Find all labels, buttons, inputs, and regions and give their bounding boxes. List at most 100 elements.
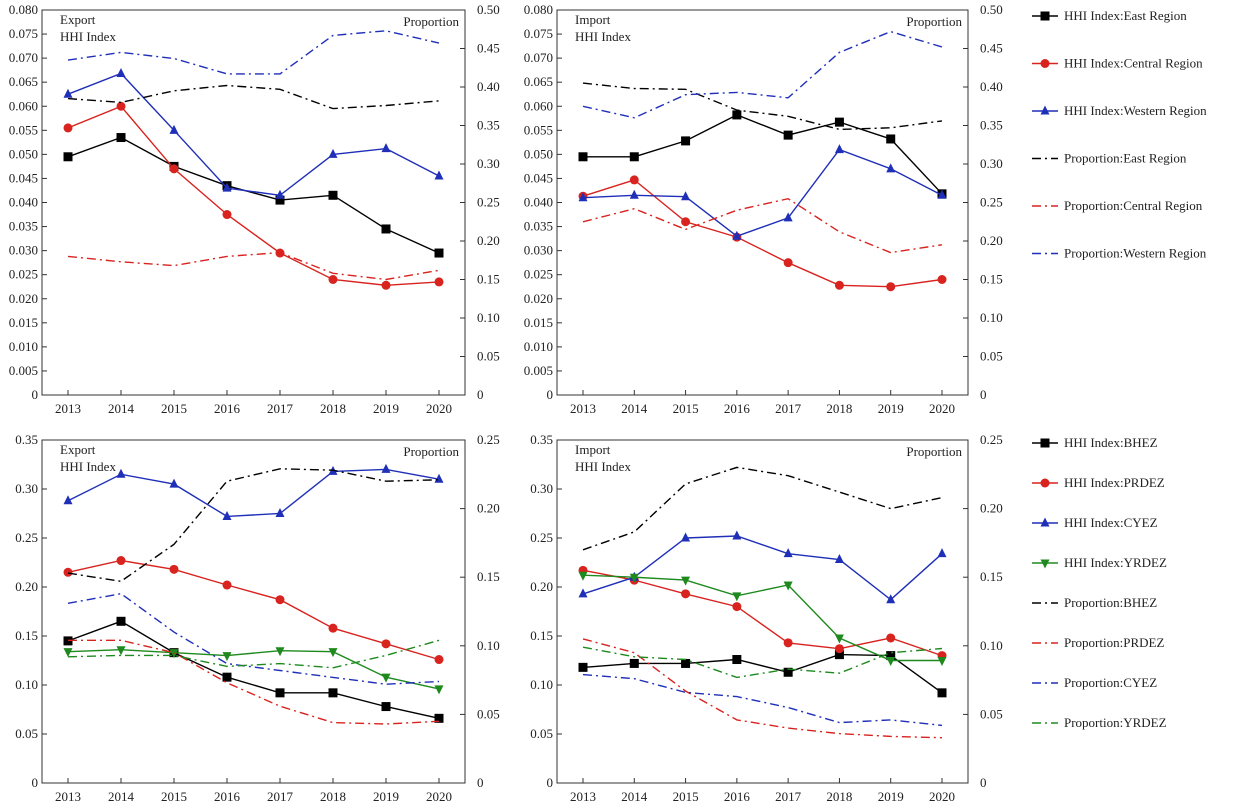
y-left-tick-label: 0.080 (524, 2, 553, 17)
x-tick-label: 2020 (426, 401, 452, 416)
y-left-tick-label: 0.030 (524, 243, 553, 258)
series-line (67, 620, 440, 719)
legend-marker (1040, 478, 1050, 488)
left-axis-title-line1: Import (575, 12, 611, 27)
data-point (732, 110, 742, 120)
legend-label: HHI Index:Western Region (1064, 103, 1207, 118)
data-point (169, 478, 179, 488)
y-right-tick-label: 0.35 (477, 118, 500, 133)
x-tick-label: 2016 (214, 789, 241, 804)
data-point (834, 117, 844, 127)
legend-marker (1040, 438, 1050, 448)
y-left-tick-label: 0.040 (9, 195, 38, 210)
data-point (63, 495, 73, 505)
y-left-tick-label: 0 (547, 387, 554, 402)
series-line (67, 648, 440, 690)
y-left-tick-label: 0.015 (9, 315, 38, 330)
series-line (67, 468, 440, 583)
data-point (434, 170, 444, 180)
y-left-tick-label: 0.045 (9, 170, 38, 185)
x-tick-label: 2018 (826, 789, 852, 804)
y-left-tick-label: 0.040 (524, 195, 553, 210)
x-tick-label: 2014 (108, 401, 135, 416)
y-left-tick-label: 0.070 (524, 50, 553, 65)
data-point (434, 655, 444, 665)
y-left-tick-label: 0.005 (9, 363, 38, 378)
data-point (381, 224, 391, 234)
chart-export-regions: 0 0.005 0.010 0.015 0.020 0.025 0.030 0.035 0.04… (9, 2, 500, 416)
data-point (886, 282, 896, 292)
x-tick-label: 2020 (929, 401, 955, 416)
y-right-tick-label: 0.20 (477, 233, 500, 248)
x-tick-label: 2014 (108, 789, 135, 804)
y-left-tick-label: 0.25 (15, 530, 38, 545)
y-left-tick-label: 0.35 (15, 432, 38, 447)
data-point (434, 713, 444, 723)
right-axis-title: Proportion (403, 444, 459, 459)
x-tick-label: 2016 (214, 401, 241, 416)
y-right-tick-label: 0.45 (477, 41, 500, 56)
data-point (732, 230, 742, 240)
x-tick-label: 2019 (373, 789, 399, 804)
data-point (169, 124, 179, 134)
legend-marker (1040, 105, 1050, 115)
y-left-tick-label: 0.065 (9, 74, 38, 89)
y-left-tick-label: 0.060 (9, 98, 38, 113)
y-right-tick-label: 0.15 (980, 272, 1003, 287)
y-left-tick-label: 0.30 (15, 481, 38, 496)
data-point (629, 175, 639, 185)
y-right-tick-label: 0.30 (980, 156, 1003, 171)
left-axis-title-line2: HHI Index (60, 29, 116, 44)
left-axis-title-line2: HHI Index (60, 459, 116, 474)
data-point (629, 658, 639, 668)
x-tick-label: 2017 (267, 401, 294, 416)
data-point (732, 602, 742, 612)
y-left-tick-label: 0.065 (524, 74, 553, 89)
x-tick-label: 2016 (724, 789, 751, 804)
series-line (67, 72, 440, 197)
y-left-tick-label: 0.055 (524, 122, 553, 137)
series-line (582, 569, 943, 657)
legend-label: Proportion:Western Region (1064, 246, 1207, 261)
y-right-tick-label: 0.40 (980, 79, 1003, 94)
y-right-tick-label: 0.15 (477, 272, 500, 287)
series-line (67, 639, 440, 669)
data-point (886, 134, 896, 144)
data-point (937, 189, 947, 199)
data-point (381, 143, 391, 153)
data-point (783, 212, 793, 222)
y-left-tick-label: 0.10 (530, 677, 553, 692)
y-right-tick-label: 0 (477, 387, 484, 402)
x-tick-label: 2014 (621, 789, 648, 804)
x-tick-label: 2015 (161, 401, 187, 416)
data-point (275, 189, 285, 199)
series-line (68, 639, 440, 725)
series-line (67, 592, 440, 685)
data-point (63, 567, 73, 577)
data-point (834, 644, 844, 654)
data-point (328, 275, 338, 284)
series-line (582, 179, 943, 288)
series-line (582, 638, 943, 739)
legend-label: Proportion:BHEZ (1064, 595, 1157, 610)
series-line (582, 82, 943, 131)
right-axis-title: Proportion (906, 444, 962, 459)
y-left-tick-label: 0.20 (530, 579, 553, 594)
data-point (116, 646, 126, 656)
data-point (222, 580, 232, 590)
data-point (937, 275, 947, 284)
data-point (381, 280, 391, 290)
data-point (886, 657, 896, 666)
data-point (783, 258, 793, 268)
legend-zones: HHI Index:BHEZ HHI Index:PRDEZ HHI Index:C… (1032, 435, 1167, 730)
data-point (681, 191, 691, 201)
data-point (886, 651, 896, 661)
y-right-tick-label: 0.25 (477, 432, 500, 447)
series-line (582, 148, 943, 237)
y-left-tick-label: 0.10 (15, 677, 38, 692)
y-right-tick-label: 0.50 (980, 2, 1003, 17)
y-left-tick-label: 0.20 (15, 579, 38, 594)
chart-export-zones: 0 0.05 0.10 0.15 0.20 0.25 0.30 0.35 0 0.05 0.10 0.… (15, 432, 500, 804)
data-point (886, 633, 896, 643)
data-point (578, 152, 588, 162)
